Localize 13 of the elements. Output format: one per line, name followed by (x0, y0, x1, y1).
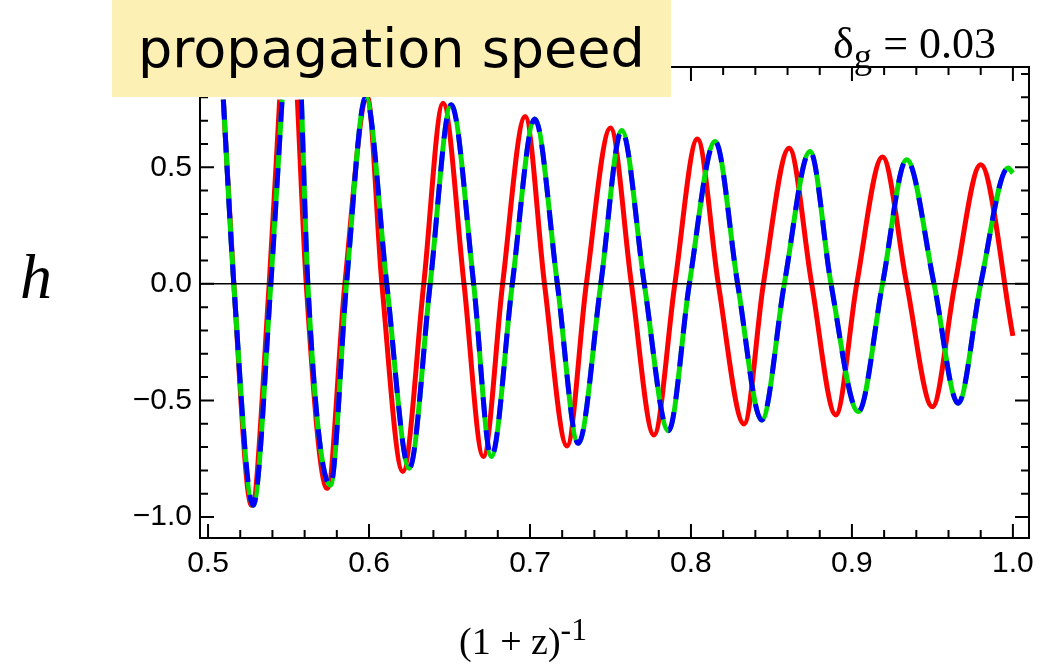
y-tick-label: −0.5 (132, 381, 192, 415)
x-tick-label: 0.7 (509, 545, 551, 579)
x-tick-label: 0.6 (348, 545, 390, 579)
y-tick-label: 0.5 (150, 148, 192, 182)
annotation: propagation speed (112, 0, 671, 97)
y-tick-label: 0.0 (150, 265, 192, 299)
x-tick-label: 0.8 (670, 545, 712, 579)
y-tick-label: −1.0 (132, 498, 192, 532)
x-tick-label: 0.9 (831, 545, 873, 579)
x-axis-title: (1 + z)$^{-1}$ (458, 612, 588, 663)
x-tick-label: 1.0 (992, 545, 1034, 579)
y-axis-title: h (20, 240, 52, 314)
x-tick-label: 0.5 (187, 545, 229, 579)
